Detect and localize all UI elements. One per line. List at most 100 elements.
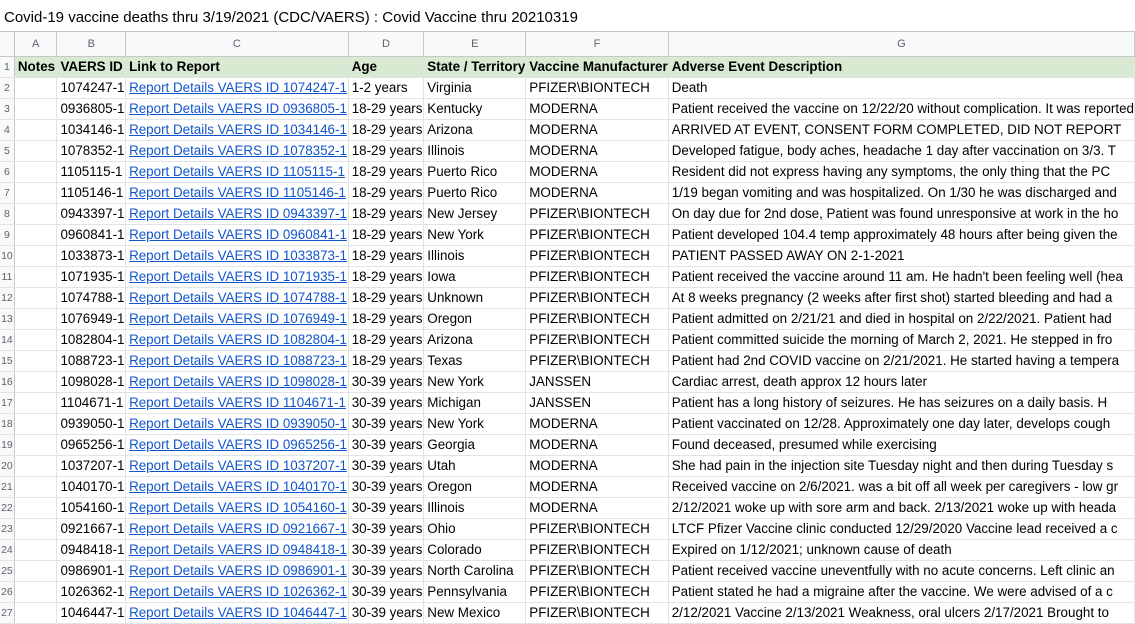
row-number[interactable]: 7 [0,182,15,204]
row-number[interactable]: 23 [0,518,15,540]
report-link[interactable]: Report Details VAERS ID 1088723-1 [129,352,347,368]
row-number[interactable]: 8 [0,203,15,225]
report-link-cell[interactable]: Report Details VAERS ID 1026362-1 [125,581,349,603]
vaers-id-cell[interactable]: 1034146-1 [56,119,127,141]
row-number[interactable]: 9 [0,224,15,246]
row-number[interactable]: 18 [0,413,15,435]
header-cell[interactable]: VAERS ID [56,56,127,78]
manufacturer-cell[interactable]: PFIZER\BIONTECH [525,203,669,225]
report-link[interactable]: Report Details VAERS ID 0965256-1 [129,436,347,452]
manufacturer-cell[interactable]: JANSSEN [525,392,669,414]
report-link-cell[interactable]: Report Details VAERS ID 0936805-1 [125,98,349,120]
state-cell[interactable]: Illinois [423,140,527,162]
vaers-id-cell[interactable]: 1074247-1 [56,77,127,99]
state-cell[interactable]: Iowa [423,266,527,288]
row-number[interactable]: 27 [0,602,15,624]
manufacturer-cell[interactable]: MODERNA [525,434,669,456]
notes-cell[interactable] [14,497,58,519]
state-cell[interactable]: Texas [423,350,527,372]
age-cell[interactable]: 30-39 years [348,371,425,393]
age-cell[interactable]: 30-39 years [348,497,425,519]
row-number[interactable]: 26 [0,581,15,603]
column-header-d[interactable]: D [348,32,425,57]
row-number[interactable]: 13 [0,308,15,330]
row-number[interactable]: 10 [0,245,15,267]
report-link[interactable]: Report Details VAERS ID 0936805-1 [129,100,347,116]
manufacturer-cell[interactable]: PFIZER\BIONTECH [525,350,669,372]
state-cell[interactable]: Unknown [423,287,527,309]
row-number[interactable]: 21 [0,476,15,498]
vaers-id-cell[interactable]: 1098028-1 [56,371,127,393]
vaers-id-cell[interactable]: 1088723-1 [56,350,127,372]
notes-cell[interactable] [14,518,58,540]
vaers-id-cell[interactable]: 1071935-1 [56,266,127,288]
report-link[interactable]: Report Details VAERS ID 1037207-1 [129,457,347,473]
report-link-cell[interactable]: Report Details VAERS ID 1098028-1 [125,371,349,393]
header-cell[interactable]: Link to Report [125,56,349,78]
notes-cell[interactable] [14,581,58,603]
report-link-cell[interactable]: Report Details VAERS ID 1078352-1 [125,140,349,162]
vaers-id-cell[interactable]: 1054160-1 [56,497,127,519]
column-header-b[interactable]: B [56,32,127,57]
age-cell[interactable]: 18-29 years [348,119,425,141]
row-number[interactable]: 19 [0,434,15,456]
vaers-id-cell[interactable]: 1074788-1 [56,287,127,309]
report-link[interactable]: Report Details VAERS ID 0960841-1 [129,226,347,242]
row-number[interactable]: 12 [0,287,15,309]
report-link-cell[interactable]: Report Details VAERS ID 1034146-1 [125,119,349,141]
report-link-cell[interactable]: Report Details VAERS ID 1040170-1 [125,476,349,498]
notes-cell[interactable] [14,161,58,183]
age-cell[interactable]: 18-29 years [348,161,425,183]
state-cell[interactable]: Oregon [423,308,527,330]
state-cell[interactable]: New Mexico [423,602,527,624]
row-number[interactable]: 14 [0,329,15,351]
report-link-cell[interactable]: Report Details VAERS ID 1088723-1 [125,350,349,372]
vaers-id-cell[interactable]: 0960841-1 [56,224,127,246]
notes-cell[interactable] [14,182,58,204]
row-number[interactable]: 11 [0,266,15,288]
age-cell[interactable]: 18-29 years [348,350,425,372]
notes-cell[interactable] [14,392,58,414]
vaers-id-cell[interactable]: 1078352-1 [56,140,127,162]
row-number[interactable]: 15 [0,350,15,372]
age-cell[interactable]: 30-39 years [348,392,425,414]
report-link-cell[interactable]: Report Details VAERS ID 0939050-1 [125,413,349,435]
row-number[interactable]: 3 [0,98,15,120]
report-link[interactable]: Report Details VAERS ID 1046447-1 [129,604,347,620]
state-cell[interactable]: New York [423,224,527,246]
description-cell[interactable]: She had pain in the injection site Tuesd… [668,455,1135,477]
state-cell[interactable]: Arizona [423,329,527,351]
notes-cell[interactable] [14,77,58,99]
report-link-cell[interactable]: Report Details VAERS ID 1037207-1 [125,455,349,477]
report-link[interactable]: Report Details VAERS ID 1105115-1 [129,163,345,179]
column-header-f[interactable]: F [525,32,669,57]
age-cell[interactable]: 18-29 years [348,266,425,288]
vaers-id-cell[interactable]: 1105146-1 [56,182,127,204]
age-cell[interactable]: 18-29 years [348,329,425,351]
description-cell[interactable]: ARRIVED AT EVENT, CONSENT FORM COMPLETED… [668,119,1135,141]
report-link[interactable]: Report Details VAERS ID 0948418-1 [129,541,347,557]
age-cell[interactable]: 18-29 years [348,308,425,330]
age-cell[interactable]: 30-39 years [348,476,425,498]
header-cell[interactable]: Notes [14,56,58,78]
description-cell[interactable]: Patient received vaccine uneventfully wi… [668,560,1135,582]
manufacturer-cell[interactable]: PFIZER\BIONTECH [525,266,669,288]
vaers-id-cell[interactable]: 1046447-1 [56,602,127,624]
notes-cell[interactable] [14,371,58,393]
vaers-id-cell[interactable]: 0921667-1 [56,518,127,540]
row-number[interactable]: 4 [0,119,15,141]
report-link-cell[interactable]: Report Details VAERS ID 1082804-1 [125,329,349,351]
state-cell[interactable]: Kentucky [423,98,527,120]
state-cell[interactable]: Georgia [423,434,527,456]
description-cell[interactable]: Patient received the vaccine around 11 a… [668,266,1135,288]
column-header-e[interactable]: E [423,32,527,57]
notes-cell[interactable] [14,560,58,582]
age-cell[interactable]: 18-29 years [348,224,425,246]
description-cell[interactable]: Death [668,77,1135,99]
vaers-id-cell[interactable]: 1076949-1 [56,308,127,330]
description-cell[interactable]: Received vaccine on 2/6/2021. was a bit … [668,476,1135,498]
age-cell[interactable]: 18-29 years [348,203,425,225]
age-cell[interactable]: 30-39 years [348,455,425,477]
report-link-cell[interactable]: Report Details VAERS ID 1074788-1 [125,287,349,309]
notes-cell[interactable] [14,308,58,330]
